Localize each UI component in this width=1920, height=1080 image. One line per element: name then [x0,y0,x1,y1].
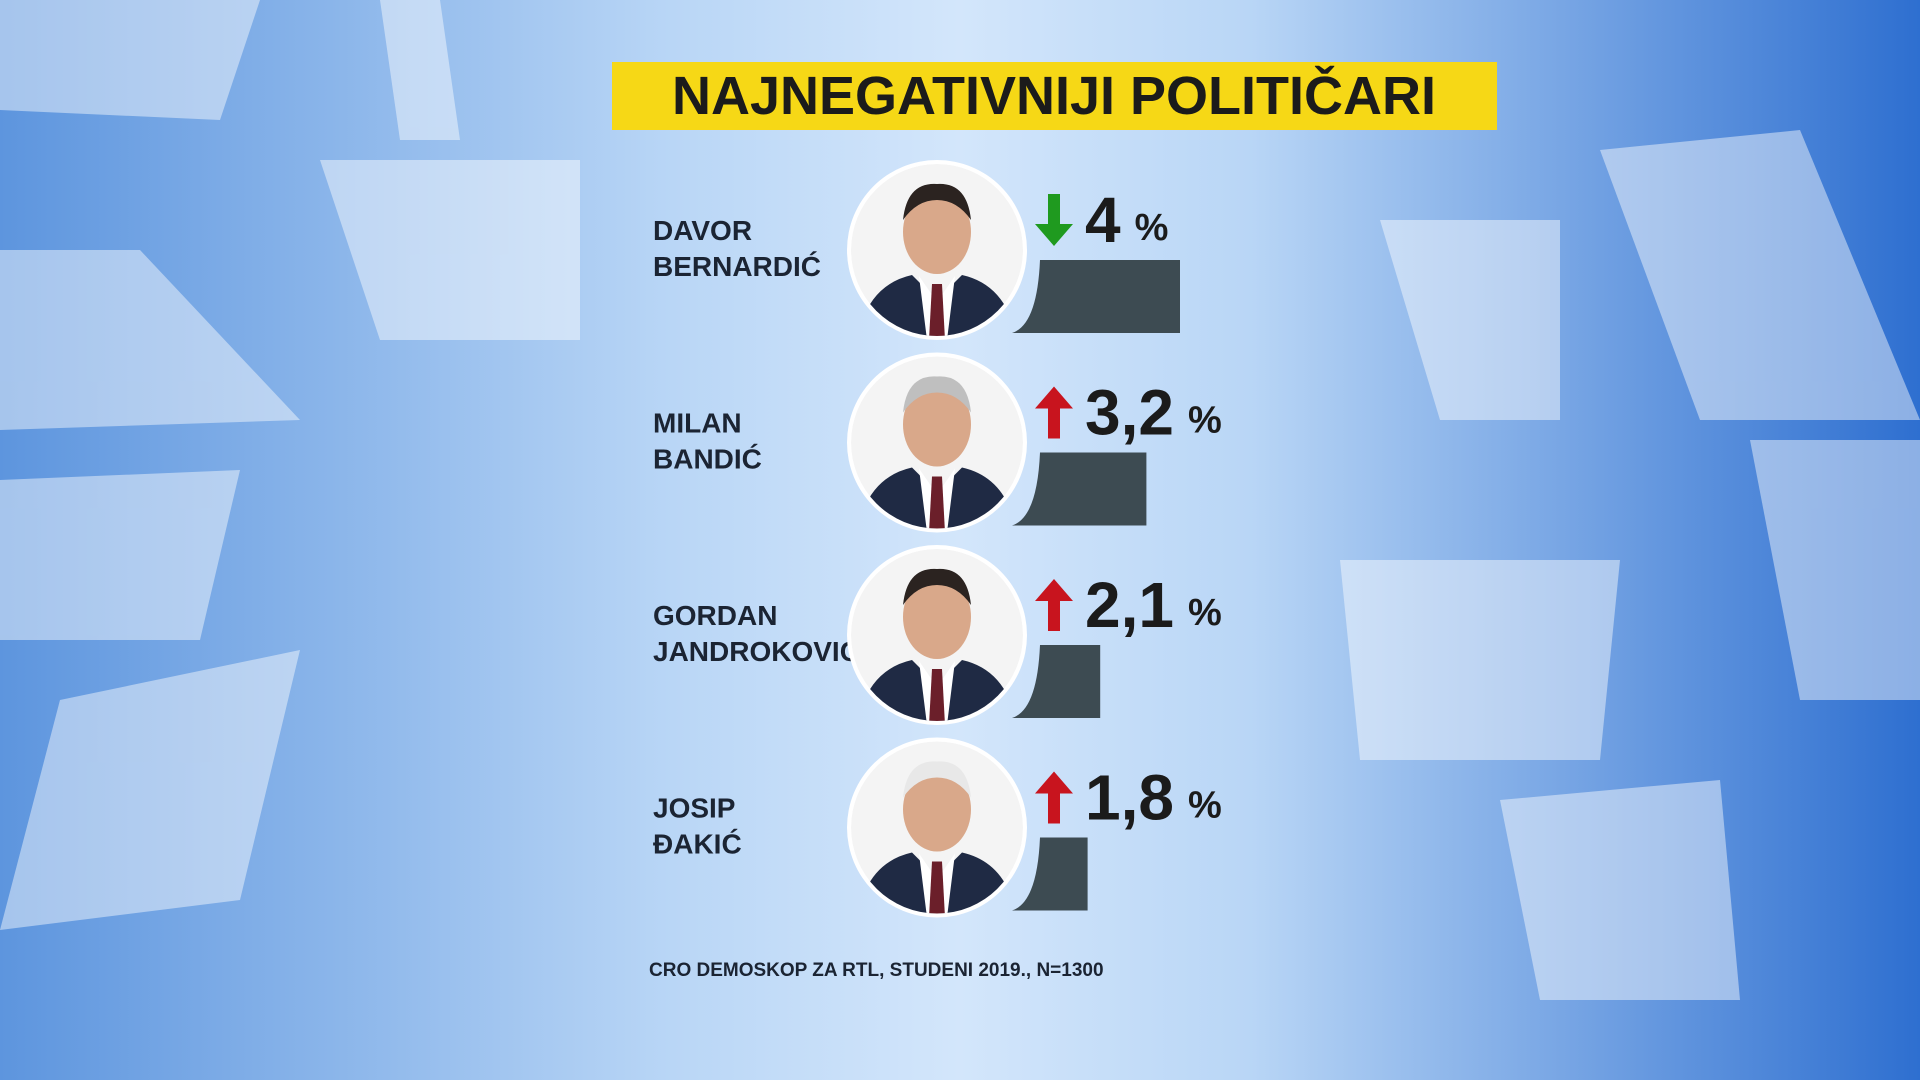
bar [1012,452,1147,526]
category-label: DAVOR BERNARDIĆ [653,215,821,282]
category-label: GORDAN JANDROKOVIĆ [653,600,860,667]
portrait-image [851,741,1023,914]
portrait [847,737,1027,918]
source-note: CRO DEMOSKOP ZA RTL, STUDENI 2019., N=13… [649,960,1104,981]
portrait-hair [903,568,971,605]
portrait-hair [903,183,971,220]
trend-arrow [1035,579,1073,631]
portrait-head [903,575,971,659]
portrait [847,352,1027,533]
category-label: JOSIP ĐAKIĆ [653,793,742,860]
value-unit: % [1188,785,1222,827]
value-unit: % [1135,207,1169,249]
value-label: 2,1 [1085,569,1174,641]
portrait [847,545,1027,725]
bar [1012,260,1180,333]
portrait-hair [903,761,971,798]
value-unit: % [1188,400,1222,442]
portrait-hair [903,376,971,413]
value-label: 1,8 [1085,762,1174,834]
value-unit: % [1188,592,1222,634]
portrait-image [851,356,1023,529]
title-box [612,62,1497,130]
chart-title: NAJNEGATIVNIJI POLITIČARI [672,65,1436,126]
trend-arrow [1035,194,1073,246]
trend-arrow [1035,771,1073,824]
portrait-image [851,549,1023,721]
portrait [847,160,1027,340]
portrait-tie [929,476,945,529]
portrait-tie [929,669,945,721]
portrait-tie [929,284,945,336]
value-label: 3,2 [1085,377,1174,449]
bar [1012,837,1088,911]
portrait-head [903,382,971,467]
portrait-head [903,767,971,852]
value-label: 4 [1085,184,1121,256]
portrait-tie [929,861,945,914]
bar [1012,645,1101,718]
background-shapes [0,0,1920,1000]
trend-arrow [1035,386,1073,439]
portrait-image [851,164,1023,336]
portrait-head [903,190,971,274]
category-label: MILAN BANDIĆ [653,408,762,475]
